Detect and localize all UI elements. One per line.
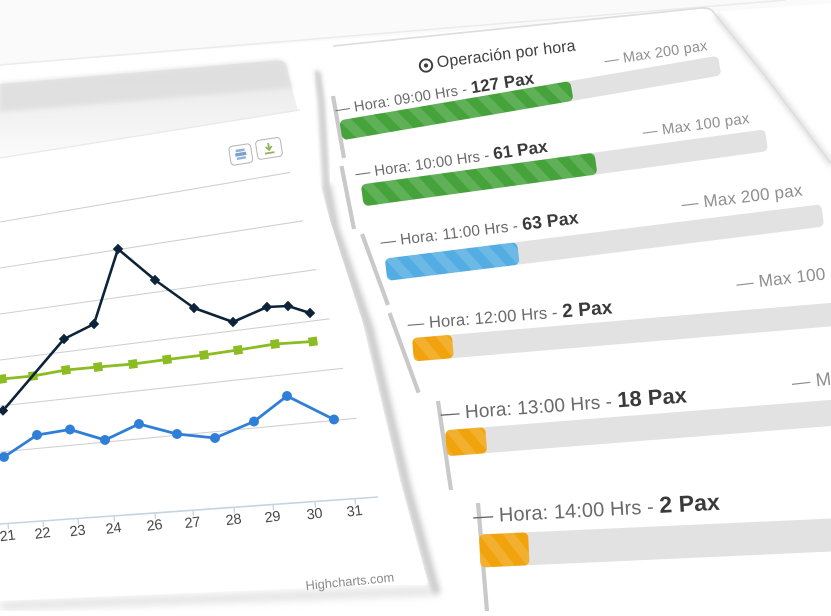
svg-text:24: 24 [105,520,123,538]
svg-text:31: 31 [346,503,364,521]
svg-text:22: 22 [34,525,52,543]
svg-text:30: 30 [306,506,324,524]
svg-text:28: 28 [225,511,243,529]
svg-text:26: 26 [146,517,164,535]
svg-text:27: 27 [184,514,202,532]
svg-text:21: 21 [0,528,16,546]
svg-text:23: 23 [69,523,87,541]
svg-text:29: 29 [264,509,282,527]
